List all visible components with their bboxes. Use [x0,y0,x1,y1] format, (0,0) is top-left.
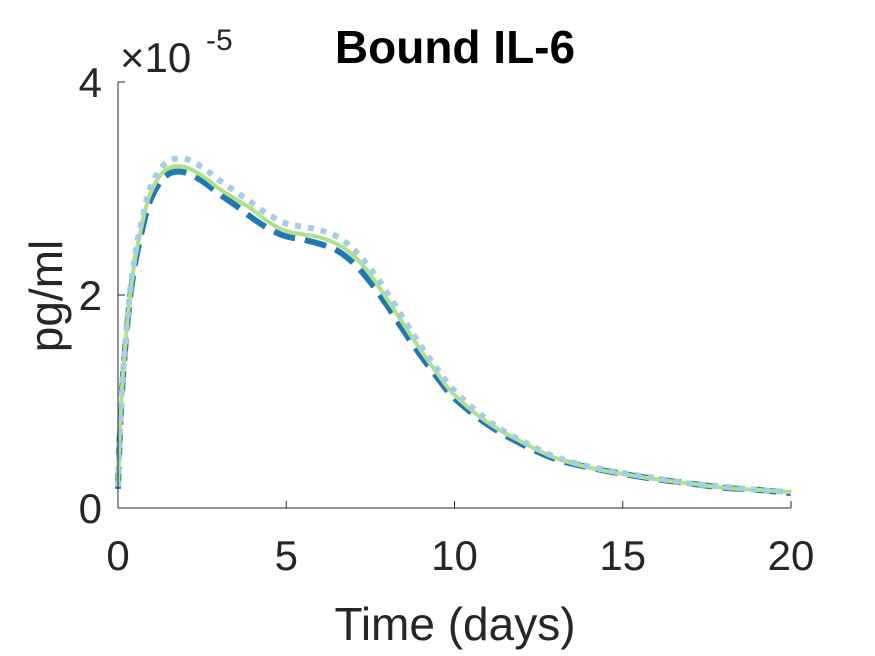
x-tick-label: 0 [106,532,129,579]
axes [117,82,791,509]
y-axis-title: pg/ml [20,240,72,352]
x-tick-label: 15 [599,532,646,579]
series-layer [115,155,792,497]
x-tick-label: 5 [275,532,298,579]
chart-title: Bound IL-6 [335,21,575,73]
y-tick-label: 4 [79,59,102,106]
y-ticks: 0 2 4 [79,59,125,532]
y-axis-exponent: ×10 -5 [120,24,233,81]
y-tick-label: 2 [79,272,102,319]
series-line-solid [116,164,792,494]
x-ticks: 0 5 10 15 20 [106,501,814,579]
series-line-dotted [115,155,792,495]
x-tick-label: 10 [431,532,478,579]
y-tick-label: 0 [79,485,102,532]
x-tick-label: 20 [768,532,815,579]
series-line-dashed [115,168,792,497]
exponent-power: -5 [206,24,233,57]
x-axis-title: Time (days) [334,598,575,650]
exponent-prefix: ×10 [120,34,191,81]
